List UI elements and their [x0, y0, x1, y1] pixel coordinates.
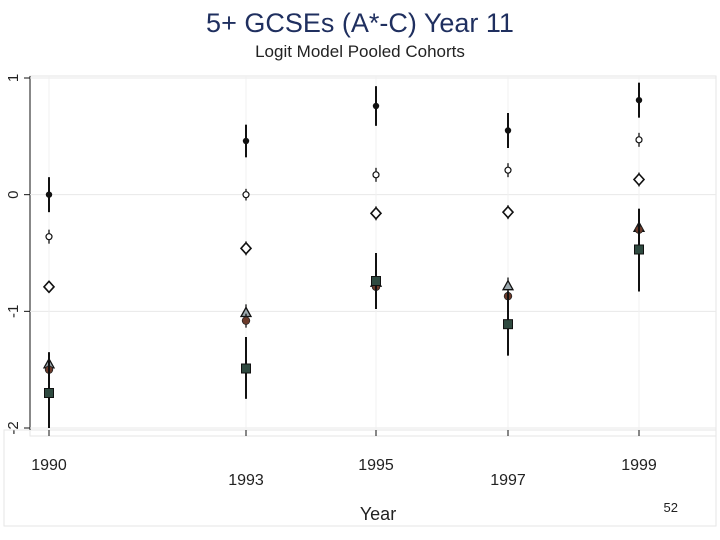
data-point-small-hollow-circle [635, 132, 643, 147]
data-point-hollow-diamond [501, 205, 515, 220]
marker [504, 166, 512, 174]
data-point-small-hollow-circle [242, 188, 250, 201]
x-axis-label: Year [360, 504, 396, 524]
marker [241, 363, 251, 374]
marker [371, 276, 381, 286]
data-point-hollow-diamond [42, 280, 56, 294]
marker [632, 172, 646, 187]
data-point-filled-circle [372, 86, 380, 126]
marker [44, 388, 54, 398]
data-point-filled-circle [504, 113, 512, 148]
data-point-filled-circle-brown [241, 313, 251, 328]
marker [241, 316, 251, 325]
data-point-filled-square [503, 291, 513, 356]
plot-frame [3, 75, 717, 527]
y-axis-ticks: -2 -1 0 1 [5, 74, 30, 435]
data-point-filled-circle [242, 124, 250, 158]
x-tick-label: 1999 [621, 457, 657, 474]
marker [503, 319, 513, 330]
chart-subtitle: Logit Model Pooled Cohorts [255, 42, 465, 61]
x-tick-label: 1997 [490, 472, 526, 489]
chart-title: 5+ GCSEs (A*-C) Year 11 [206, 8, 514, 38]
data-point-small-hollow-circle [504, 163, 512, 178]
x-axis-ticks: 1990 1993 1995 1997 1999 [31, 430, 657, 489]
plot-border [29, 75, 717, 437]
marker [242, 137, 250, 145]
x-tick-label: 1995 [358, 457, 394, 474]
marker [239, 241, 253, 256]
x-tick-label: 1993 [228, 472, 264, 489]
y-tick-label: -1 [5, 305, 22, 318]
marker [242, 191, 250, 199]
y-tick-label: 1 [5, 74, 22, 82]
data-point-small-hollow-circle [372, 167, 380, 182]
data-point-hollow-diamond [369, 206, 383, 221]
data-point-filled-square [634, 208, 644, 292]
marker [634, 244, 644, 255]
data-point-filled-square [44, 352, 54, 428]
marker [635, 96, 643, 104]
marker [372, 171, 380, 179]
data-point-filled-circle [45, 177, 53, 213]
y-tick-label: -2 [5, 421, 22, 434]
y-tick-label: 0 [5, 190, 22, 198]
x-tick-label: 1990 [31, 457, 67, 474]
marker [42, 280, 56, 294]
marker [45, 233, 53, 241]
marker [45, 191, 53, 198]
marker [369, 206, 383, 221]
marker [635, 136, 643, 144]
x-axis-box [3, 429, 717, 527]
data-point-filled-square [371, 253, 381, 309]
gridlines [30, 76, 716, 430]
marker [504, 127, 512, 134]
marker [501, 279, 515, 291]
page-number: 52 [663, 500, 678, 515]
data-point-filled-square [241, 337, 251, 399]
data-point-hollow-diamond [632, 172, 646, 187]
data-marks [42, 82, 646, 428]
data-point-filled-circle [635, 82, 643, 118]
marker [501, 205, 515, 219]
data-point-hollow-diamond [239, 241, 253, 256]
data-point-small-hollow-circle [45, 229, 53, 244]
marker [372, 102, 380, 110]
